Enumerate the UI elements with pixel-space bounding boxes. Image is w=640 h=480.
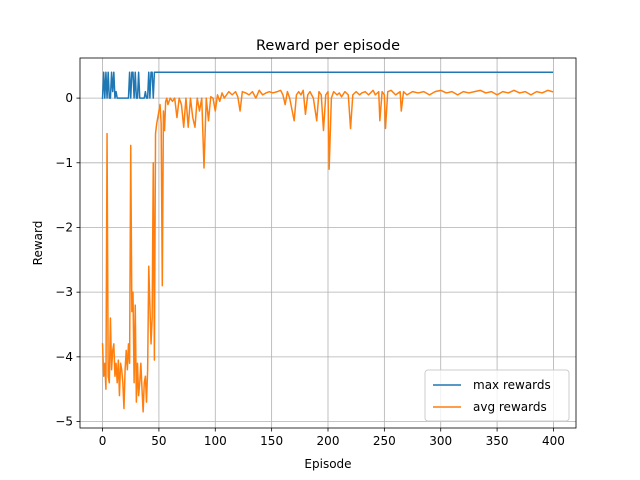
y-tick-label: −3	[55, 285, 73, 299]
legend-label-avg-rewards: avg rewards	[473, 400, 547, 414]
x-tick-label: 400	[542, 434, 565, 448]
ticks: 0 50 100 150 200 250 300 350 400 −5 −4 −3 −2 −1 0	[55, 91, 565, 448]
y-tick-label: −5	[55, 415, 73, 429]
x-tick-label: 50	[151, 434, 166, 448]
y-axis-label: Reward	[31, 221, 45, 266]
legend-box	[424, 369, 570, 422]
x-axis-label: Episode	[304, 457, 351, 471]
legend: max rewards avg rewards	[424, 369, 570, 422]
x-tick-label: 0	[99, 434, 107, 448]
chart-title: Reward per episode	[256, 38, 400, 54]
x-tick-label: 100	[204, 434, 227, 448]
y-tick-label: −2	[55, 220, 73, 234]
y-tick-label: 0	[65, 91, 73, 105]
y-tick-label: −4	[55, 350, 73, 364]
x-tick-label: 250	[373, 434, 396, 448]
series-layer	[101, 71, 554, 413]
series-line-avg-rewards	[101, 89, 554, 413]
x-tick-label: 300	[429, 434, 452, 448]
legend-label-max-rewards: max rewards	[473, 378, 551, 392]
series-line-max-rewards	[101, 71, 554, 99]
x-tick-label: 200	[317, 434, 340, 448]
y-tick-label: −1	[55, 156, 73, 170]
x-tick-label: 350	[486, 434, 509, 448]
x-tick-label: 150	[260, 434, 283, 448]
